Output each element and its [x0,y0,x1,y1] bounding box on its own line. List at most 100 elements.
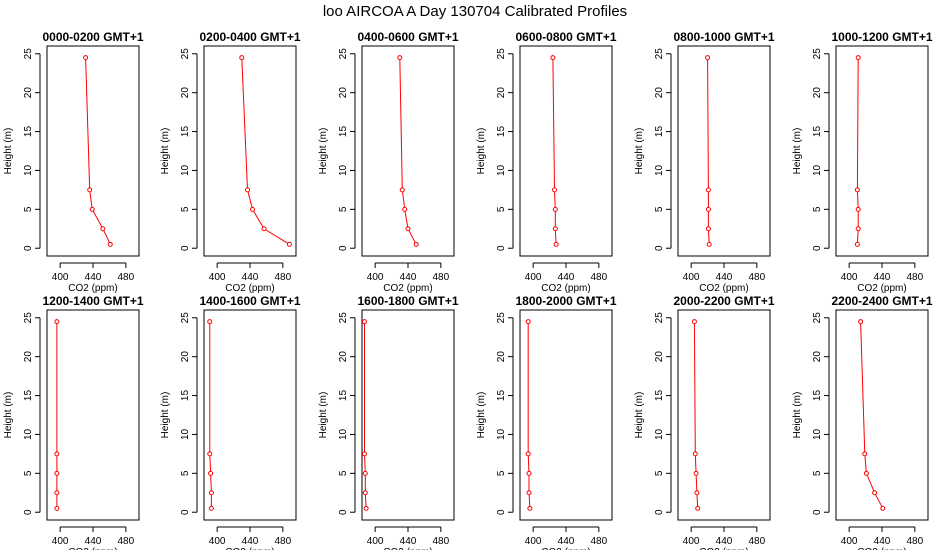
data-point-marker [855,55,861,61]
profile-line [399,57,417,245]
x-tick-label: 400 [683,536,700,547]
panel-title: 0000-0200 GMT+1 [42,30,143,44]
data-point-marker [405,226,411,232]
y-axis-label: Height (m) [476,128,487,175]
panel-title: 0200-0400 GMT+1 [199,30,300,44]
y-tick-label: 25 [338,312,349,324]
data-point-marker [552,187,557,193]
data-point-marker [691,319,697,325]
data-point-marker [553,241,559,247]
y-tick-label: 20 [338,351,349,363]
y-tick-label: 15 [812,126,823,138]
y-axis-label: Height (m) [318,392,329,439]
panel-title: 2200-2400 GMT+1 [831,294,932,308]
data-point-marker [239,55,245,61]
data-point-marker [705,187,711,193]
profile-line [856,57,859,245]
y-tick-label: 20 [338,87,349,99]
x-tick-label: 480 [433,536,450,547]
x-tick-label: 440 [242,536,259,547]
panel-title: 1400-1600 GMT+1 [199,294,300,308]
data-point-marker [880,505,886,511]
y-axis-label: Height (m) [792,392,803,439]
profile-line [527,321,531,509]
y-tick-label: 10 [812,164,823,176]
plot-frame [46,309,140,521]
y-tick-label: 15 [654,126,665,138]
y-tick-label: 20 [812,351,823,363]
x-tick-label: 400 [367,536,384,547]
x-tick-label: 440 [874,536,891,547]
x-axis-label: CO2 (ppm) [383,547,432,550]
x-tick-label: 480 [275,536,292,547]
data-point-marker [286,241,292,247]
y-tick-label: 10 [338,428,349,440]
data-point-marker [413,241,419,247]
panel-title: 1000-1200 GMT+1 [831,30,932,44]
panel-title: 2000-2200 GMT+1 [673,294,774,308]
y-tick-label: 5 [180,206,191,212]
data-point-marker [526,470,532,476]
x-tick-label: 400 [525,536,542,547]
plot-frame [519,309,613,521]
x-tick-label: 400 [367,272,384,283]
y-tick-label: 10 [23,164,34,176]
data-point-marker [54,490,60,496]
y-tick-label: 20 [23,87,34,99]
data-point-marker [694,490,700,496]
x-tick-label: 440 [874,272,891,283]
data-point-marker [693,470,699,476]
data-point-marker [525,451,531,457]
y-tick-label: 15 [338,126,349,138]
data-point-marker [397,55,403,61]
data-point-marker [245,187,251,193]
y-tick-label: 15 [338,390,349,402]
y-tick-label: 0 [180,509,191,515]
y-tick-label: 5 [654,470,665,476]
plot-frame [677,45,771,257]
x-tick-label: 440 [716,536,733,547]
x-tick-label: 440 [716,272,733,283]
y-tick-label: 5 [654,206,665,212]
data-point-marker [207,451,213,457]
y-tick-label: 10 [496,428,507,440]
y-tick-label: 25 [180,312,191,324]
y-tick-label: 5 [23,206,34,212]
y-tick-label: 0 [23,245,34,251]
y-tick-label: 25 [23,312,34,324]
data-point-marker [361,451,367,457]
data-point-marker [362,470,368,476]
data-point-marker [208,490,214,496]
y-tick-label: 5 [23,470,34,476]
x-axis-label: CO2 (ppm) [857,547,906,550]
data-point-marker [706,241,712,247]
profile-line [241,57,290,245]
panel-title: 0800-1000 GMT+1 [673,30,774,44]
panel-title: 0600-0800 GMT+1 [515,30,616,44]
x-axis-label: CO2 (ppm) [541,283,590,294]
y-axis-label: Height (m) [160,392,171,439]
figure-title: loo AIRCOA A Day 130704 Calibrated Profi… [323,3,627,20]
y-tick-label: 10 [180,164,191,176]
y-tick-label: 15 [496,390,507,402]
x-tick-label: 400 [841,536,858,547]
y-tick-label: 25 [812,48,823,60]
y-tick-label: 5 [496,470,507,476]
x-axis-label: CO2 (ppm) [699,283,748,294]
x-tick-label: 400 [52,536,69,547]
plot-frame [46,45,140,257]
x-axis-label: CO2 (ppm) [225,283,274,294]
y-tick-label: 20 [496,351,507,363]
data-point-marker [54,470,60,476]
x-tick-label: 480 [749,536,766,547]
x-tick-label: 400 [683,272,700,283]
plot-frame [203,309,297,521]
data-point-marker [361,319,367,325]
data-point-marker [525,319,531,325]
data-point-marker [862,451,868,457]
